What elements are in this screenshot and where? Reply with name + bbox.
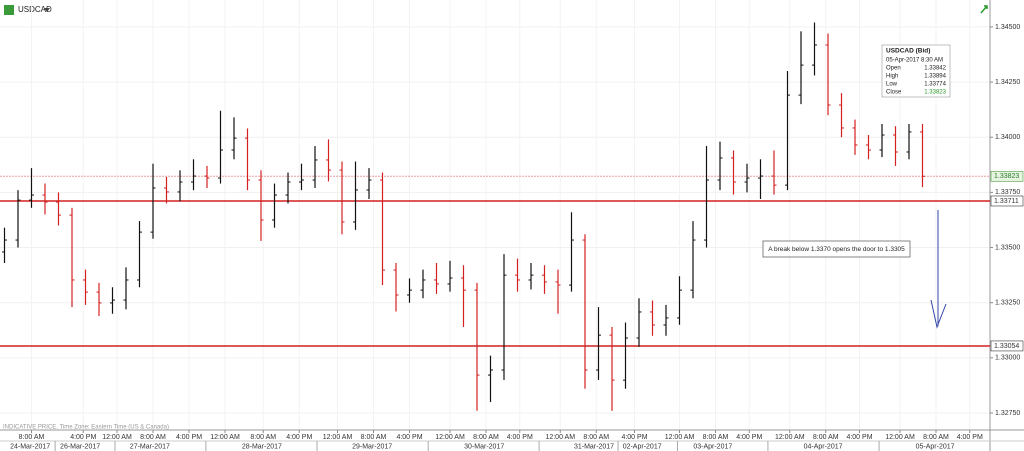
date-label: 02-Apr-2017 <box>623 443 662 450</box>
tooltip-box <box>881 44 951 98</box>
x-tick-label: 12:00 AM <box>775 434 805 441</box>
x-tick-label: 4:00 PM <box>621 434 647 441</box>
x-tick-label: 8:00 AM <box>703 434 729 441</box>
tooltip-label: Low <box>886 82 898 88</box>
x-tick-label: 4:00 PM <box>846 434 872 441</box>
footnote: INDICATIVE PRICE. Time Zone: Eastern Tim… <box>3 425 169 431</box>
x-tick-label: 4:00 PM <box>70 434 96 441</box>
annotation-frame <box>762 240 911 258</box>
last-price-tag <box>990 170 1024 182</box>
x-tick-label: 8:00 AM <box>140 434 166 441</box>
dropdown-caret[interactable] <box>44 8 50 12</box>
x-tick-label: 12:00 AM <box>210 434 240 441</box>
x-tick-label: 12:00 AM <box>102 434 132 441</box>
x-tick-label: 8:00 AM <box>923 434 949 441</box>
y-tick-label: 1.34000 <box>995 134 1020 141</box>
x-tick-label: 4:00 PM <box>396 434 422 441</box>
x-tick-label: 12:00 AM <box>435 434 465 441</box>
date-label: 30-Mar-2017 <box>464 443 504 450</box>
date-label: 26-Mar-2017 <box>60 443 100 450</box>
level-label: 1.33711 <box>994 198 1019 205</box>
symbol-icon <box>4 5 14 15</box>
date-label: 03-Apr-2017 <box>693 443 732 450</box>
y-tick-label: 1.33000 <box>995 355 1020 362</box>
x-tick-label: 12:00 AM <box>545 434 575 441</box>
date-label: 28-Mar-2017 <box>242 443 282 450</box>
arrow <box>930 210 947 329</box>
tooltip-value: 1.33823 <box>924 90 946 96</box>
level-tag <box>990 340 1024 352</box>
x-tick-label: 12:00 AM <box>665 434 695 441</box>
level-tag <box>990 195 1024 207</box>
x-tick-label: 8:00 AM <box>473 434 499 441</box>
x-tick-label: 8:00 AM <box>19 434 45 441</box>
status-icon <box>980 5 988 14</box>
date-label: 05-Apr-2017 <box>916 443 955 450</box>
tooltip-label: Open <box>886 66 901 72</box>
tooltip-title: USDCAD (Bid) <box>886 48 930 55</box>
symbol-title[interactable]: USDCAD <box>18 5 52 14</box>
tooltip-value: 1.33842 <box>924 66 946 72</box>
date-label: 31-Mar-2017 <box>574 443 614 450</box>
x-tick-label: 4:00 PM <box>176 434 202 441</box>
y-tick-label: 1.34500 <box>995 24 1020 31</box>
symbol-header: USDCAD <box>4 5 52 15</box>
annotation-text: A break below 1.3370 opens the door to 1… <box>768 246 905 253</box>
x-tick-label: 12:00 AM <box>323 434 353 441</box>
tooltip-label: Close <box>886 90 902 96</box>
last-price-label: 1.33823 <box>994 173 1019 180</box>
date-label: 24-Mar-2017 <box>10 443 50 450</box>
x-tick-label: 4:00 PM <box>957 434 983 441</box>
x-tick-label: 8:00 AM <box>361 434 387 441</box>
tooltip-label: High <box>886 74 898 80</box>
tooltip: USDCAD (Bid) 05-Apr-2017 8:30 AM Open 1.338… <box>881 44 951 98</box>
x-tick-label: 8:00 AM <box>583 434 609 441</box>
x-tick-label: 4:00 PM <box>736 434 762 441</box>
x-tick-label: 8:00 AM <box>250 434 276 441</box>
x-tick-label: 8:00 AM <box>813 434 839 441</box>
y-tick-label: 1.32750 <box>995 410 1020 417</box>
y-tick-label: 1.33750 <box>995 189 1020 196</box>
date-label: 29-Mar-2017 <box>352 443 392 450</box>
level-label: 1.33054 <box>994 343 1019 350</box>
y-tick-label: 1.33500 <box>995 244 1020 251</box>
tooltip-value: 1.33894 <box>924 74 946 80</box>
date-label: 27-Mar-2017 <box>130 443 170 450</box>
y-tick-label: 1.34250 <box>995 79 1020 86</box>
tooltip-datetime: 05-Apr-2017 8:30 AM <box>886 58 943 64</box>
date-label: 04-Apr-2017 <box>804 443 843 450</box>
x-tick-label: 12:00 AM <box>885 434 915 441</box>
y-tick-label: 1.33250 <box>995 300 1020 307</box>
x-tick-label: 4:00 PM <box>286 434 312 441</box>
tooltip-value: 1.33774 <box>924 82 946 88</box>
x-tick-label: 4:00 PM <box>507 434 533 441</box>
annotation-box: A break below 1.3370 opens the door to 1… <box>762 240 911 258</box>
